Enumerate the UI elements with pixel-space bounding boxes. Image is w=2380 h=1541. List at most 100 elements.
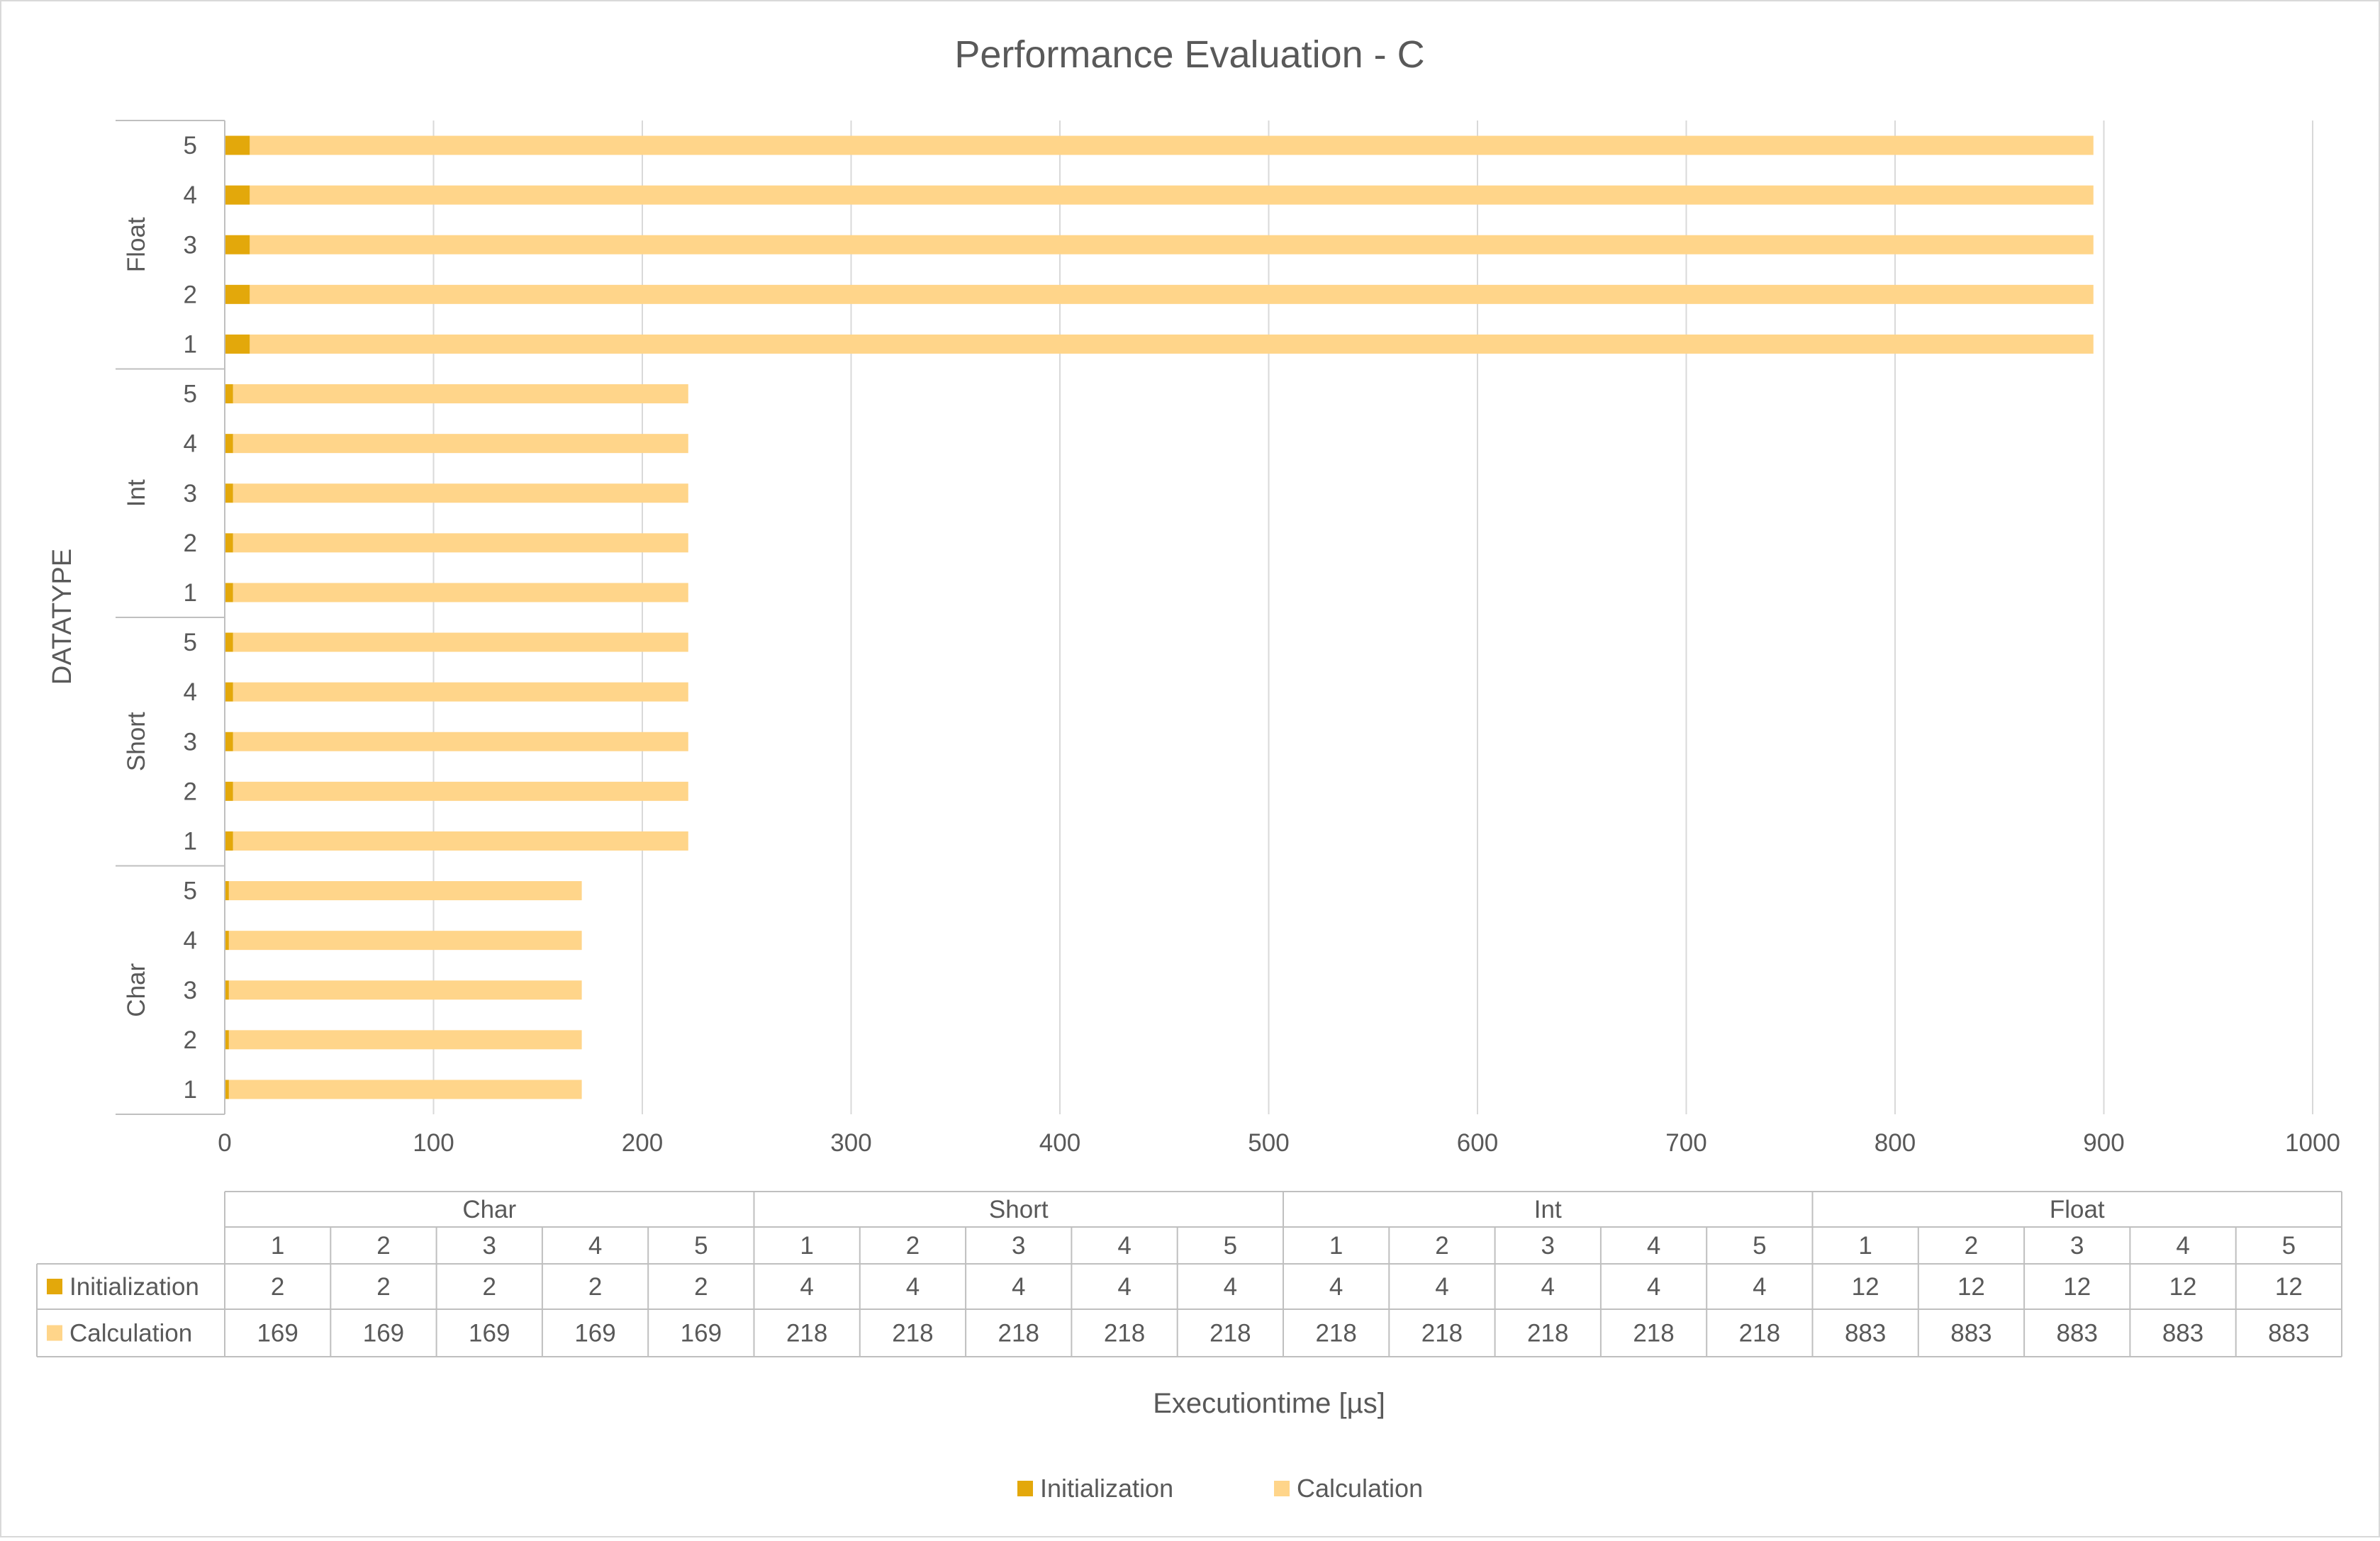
bar-initialization-int-4 [225,434,233,454]
y-tick-label: 1 [184,330,197,358]
table-cell-value: 883 [2268,1320,2309,1347]
table-cell-value: 4 [1224,1273,1237,1301]
bar-initialization-int-2 [225,533,233,553]
table-cell-value: 218 [1104,1320,1145,1347]
table-run-header: 4 [588,1232,602,1260]
table-run-header: 1 [1858,1232,1872,1260]
table-run-header: 1 [1329,1232,1343,1260]
table-cell-value: 169 [574,1320,615,1347]
y-tick-label: 5 [184,132,197,159]
bar-calculation-int-1 [233,583,688,603]
x-tick-label: 0 [218,1129,231,1157]
table-cell-value: 883 [2162,1320,2203,1347]
bars [225,135,2094,1099]
y-axis-title: DATATYPE [48,549,77,685]
table-cell-value: 4 [1012,1273,1025,1301]
y-tick-label: 4 [184,181,197,209]
bar-calculation-short-1 [233,831,688,851]
table-legend-key-initialization [47,1279,62,1294]
x-tick-label: 600 [1457,1129,1498,1157]
table-cell-value: 218 [1527,1320,1568,1347]
table-cell-value: 218 [998,1320,1039,1347]
table-cell-value: 4 [1435,1273,1448,1301]
table-run-header: 5 [2282,1232,2296,1260]
bar-initialization-short-4 [225,682,233,702]
bar-initialization-char-1 [225,1080,229,1099]
table-run-header: 2 [906,1232,920,1260]
x-axis: 0 100 200 300 400 500 600 700 800 900 1000 [218,1129,2340,1157]
bar-initialization-float-3 [225,235,250,254]
y-tick-label: 5 [184,878,197,905]
table-group-header: Float [2050,1196,2105,1223]
table-cell-value: 2 [588,1273,602,1301]
table-run-header: 5 [1753,1232,1766,1260]
table-cell-value: 218 [892,1320,933,1347]
table-cell-value: 2 [271,1273,284,1301]
table-cell-value: 169 [363,1320,404,1347]
bar-initialization-short-5 [225,632,233,652]
table-group-header: Int [1534,1196,1562,1223]
bar-calculation-float-5 [250,135,2094,155]
bar-initialization-char-5 [225,881,229,901]
table-cell-value: 12 [2063,1273,2091,1301]
bar-initialization-char-4 [225,931,229,951]
x-tick-label: 1000 [2285,1129,2340,1157]
table-cell-value: 4 [906,1273,920,1301]
table-cell-value: 883 [1845,1320,1886,1347]
table-cell-value: 12 [1957,1273,1985,1301]
legend-label: Initialization [1040,1474,1173,1503]
table-cell-value: 4 [800,1273,813,1301]
y-tick-label: 3 [184,480,197,508]
group-label: Float [123,217,150,272]
group-label: Int [123,479,150,507]
table-row-label: Calculation [69,1320,192,1347]
table-cell-value: 12 [1852,1273,1879,1301]
table-cell-value: 218 [1421,1320,1463,1347]
table-run-header: 2 [376,1232,390,1260]
bar-calculation-float-4 [250,185,2094,205]
bar-calculation-char-2 [228,1030,582,1050]
bar-calculation-char-1 [228,1080,582,1099]
legend-key-initialization [1017,1481,1033,1496]
y-tick-label: 5 [184,381,197,408]
bar-calculation-short-5 [233,632,688,652]
bar-initialization-char-3 [225,980,229,1000]
table-run-header: 5 [1224,1232,1237,1260]
table-row-label: Initialization [69,1273,199,1301]
table-cell-value: 218 [1633,1320,1674,1347]
y-tick-label: 3 [184,977,197,1004]
bar-calculation-short-3 [233,732,688,751]
bar-calculation-char-5 [228,881,582,901]
bar-calculation-float-1 [250,334,2094,354]
bar-calculation-int-5 [233,384,688,404]
table-cell-value: 12 [2275,1273,2303,1301]
y-tick-label: 1 [184,1076,197,1104]
bar-initialization-short-1 [225,831,233,851]
table-cell-value: 883 [1950,1320,1991,1347]
table-run-header: 3 [483,1232,496,1260]
y-tick-label: 2 [184,281,197,308]
group-label: Char [123,963,150,1016]
table-legend-key-calculation [47,1325,62,1341]
bar-initialization-float-4 [225,185,250,205]
y-tick-label: 5 [184,629,197,656]
x-tick-label: 500 [1248,1129,1289,1157]
bar-calculation-float-2 [250,284,2094,304]
table-cell-value: 883 [2057,1320,2098,1347]
bar-initialization-int-1 [225,583,233,603]
bar-initialization-short-3 [225,732,233,751]
table-cell-value: 218 [1209,1320,1251,1347]
legend: Initialization Calculation [1017,1474,1423,1503]
x-axis-title: Executiontime [µs] [1153,1388,1385,1419]
y-tick-label: 1 [184,579,197,607]
table-cell-value: 4 [1117,1273,1131,1301]
x-tick-label: 100 [413,1129,454,1157]
y-axis: 1 2 3 4 5 Char 1 2 3 4 5 Short 1 2 3 4 5 Int 1 2 3 4 5 Float [116,120,225,1115]
table-cell-value: 4 [1753,1273,1766,1301]
bar-initialization-float-2 [225,284,250,304]
bar-calculation-int-3 [233,483,688,503]
table-cell-value: 2 [376,1273,390,1301]
x-tick-label: 200 [622,1129,663,1157]
table-run-header: 1 [800,1232,813,1260]
